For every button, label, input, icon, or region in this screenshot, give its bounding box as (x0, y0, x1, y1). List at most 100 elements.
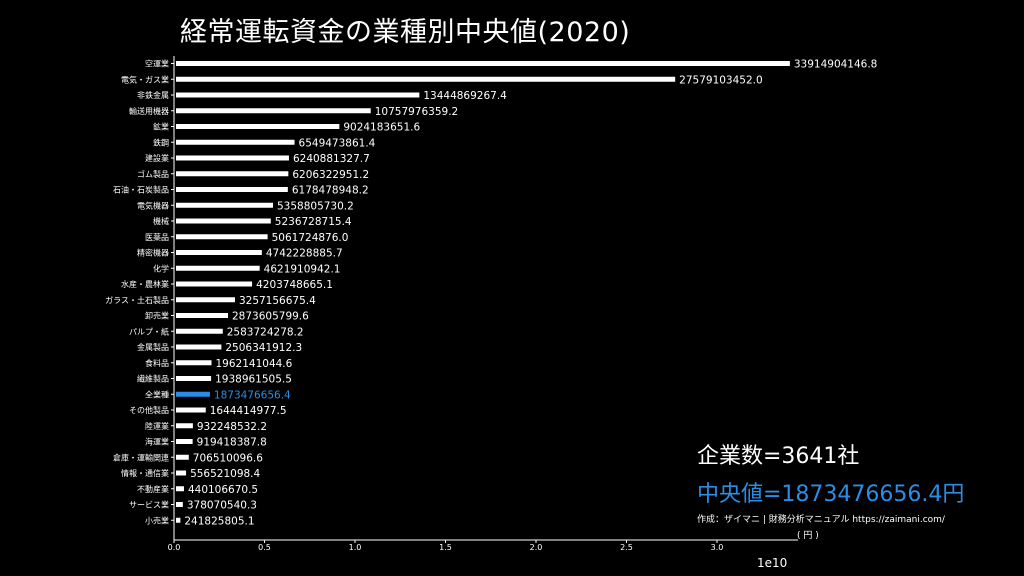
value-label: 241825805.1 (184, 515, 254, 527)
category-label: その他製品 (129, 405, 169, 415)
x-tick-label: 2.0 (530, 543, 543, 552)
value-label: 4742228885.7 (266, 248, 343, 260)
value-label: 440106670.5 (188, 484, 258, 496)
value-label: 932248532.2 (197, 421, 267, 433)
category-label: 機械 (153, 216, 169, 226)
bar (176, 502, 183, 507)
bar (176, 407, 206, 413)
category-label: 全業種 (145, 389, 169, 399)
bar (176, 139, 295, 145)
bar (176, 344, 222, 350)
value-label: 1938961505.5 (215, 374, 292, 386)
bar (176, 328, 223, 334)
bar (176, 187, 288, 192)
bar (176, 108, 371, 114)
category-label: 電気・ガス業 (121, 74, 169, 84)
bar (176, 391, 210, 397)
bar (176, 234, 268, 240)
chart-labels: 空運業 33914904146.8 電気・ガス業 27579103452.0 非鉄金属 1… (105, 59, 877, 528)
x-tick-label: 0.5 (258, 543, 271, 552)
bar (176, 470, 187, 476)
value-label: 6240881327.7 (293, 153, 370, 165)
bar (176, 360, 212, 366)
x-exponent-label: 1e10 (757, 556, 788, 570)
category-label: 海運業 (145, 437, 169, 447)
credit-link[interactable]: 作成：ザイマニ | 財務分析マニュアル https://zaimani.com/ (697, 515, 945, 525)
bar (176, 439, 193, 444)
value-label: 1873476656.4 (214, 389, 291, 401)
value-label: 919418387.8 (197, 437, 267, 449)
bar (176, 486, 184, 492)
category-label: 建設業 (145, 153, 169, 163)
bar (176, 265, 260, 271)
value-label: 9024183651.6 (343, 122, 420, 134)
category-label: パルプ・紙 (129, 326, 169, 336)
category-label: ガラス・土石製品 (105, 295, 169, 305)
value-label: 556521098.4 (190, 468, 260, 480)
median-annotation: 中央値=1873476656.4円 (697, 482, 965, 507)
category-label: 繊維製品 (137, 374, 169, 384)
category-label: 輸送用機器 (129, 106, 169, 116)
x-tick-label: 1.5 (439, 543, 452, 552)
category-label: 鉱業 (153, 122, 169, 132)
category-label: 小売業 (145, 515, 169, 525)
value-label: 378070540.3 (187, 500, 257, 512)
value-label: 6178478948.2 (292, 185, 369, 197)
category-label: 空運業 (145, 59, 169, 69)
category-label: 電気機器 (137, 200, 169, 210)
bar (176, 250, 262, 255)
category-label: 非鉄金属 (137, 90, 169, 100)
bar (176, 124, 340, 129)
x-tick-label: 0.0 (168, 543, 181, 552)
value-label: 6549473861.4 (299, 137, 376, 149)
value-label: 33914904146.8 (794, 59, 878, 71)
value-label: 2873605799.6 (232, 311, 309, 323)
value-label: 706510096.6 (193, 452, 263, 464)
bar (176, 517, 181, 523)
value-label: 1644414977.5 (210, 405, 287, 417)
bar (176, 92, 420, 98)
bar (176, 155, 289, 161)
value-label: 6206322951.2 (292, 169, 369, 181)
bar (176, 423, 193, 429)
bar (176, 313, 229, 318)
category-label: 陸運業 (145, 421, 169, 431)
bar (176, 202, 273, 208)
value-label: 4621910942.1 (264, 263, 341, 275)
x-tick-label: 3.0 (711, 543, 724, 552)
bar (176, 76, 676, 82)
value-label: 5061724876.0 (272, 232, 349, 244)
value-label: 2506341912.3 (225, 342, 302, 354)
x-tick-label: 2.5 (620, 543, 633, 552)
bar (176, 376, 212, 381)
value-label: 1962141044.6 (216, 358, 293, 370)
category-label: 鉄鋼 (153, 137, 169, 147)
value-label: 13444869267.4 (423, 90, 507, 102)
chart-title: 経常運転資金の業種別中央値(2020) (180, 17, 631, 48)
chart-bars (176, 61, 790, 523)
value-label: 2583724278.2 (227, 326, 304, 338)
unit-label: ( 円 ) (797, 531, 819, 541)
value-label: 10757976359.2 (375, 106, 459, 118)
bar (176, 454, 189, 460)
company-count-annotation: 企業数=3641社 (697, 444, 860, 469)
value-label: 5358805730.2 (277, 200, 354, 212)
category-label: 金属製品 (137, 342, 169, 352)
value-label: 27579103452.0 (679, 74, 763, 86)
category-label: 石油・石炭製品 (113, 185, 169, 195)
category-label: 水産・農林業 (121, 279, 169, 289)
bar (176, 218, 271, 224)
x-tick-label: 1.0 (349, 543, 362, 552)
category-label: 精密機器 (137, 248, 169, 258)
category-label: サービス業 (129, 500, 169, 510)
bar (176, 281, 253, 287)
value-label: 5236728715.4 (275, 216, 352, 228)
category-label: ゴム製品 (137, 169, 169, 179)
bar (176, 61, 790, 66)
category-label: 情報・通信業 (121, 468, 169, 478)
category-label: 不動産業 (137, 484, 169, 494)
value-label: 3257156675.4 (239, 295, 316, 307)
bar (176, 297, 235, 303)
category-label: 卸売業 (145, 311, 169, 321)
